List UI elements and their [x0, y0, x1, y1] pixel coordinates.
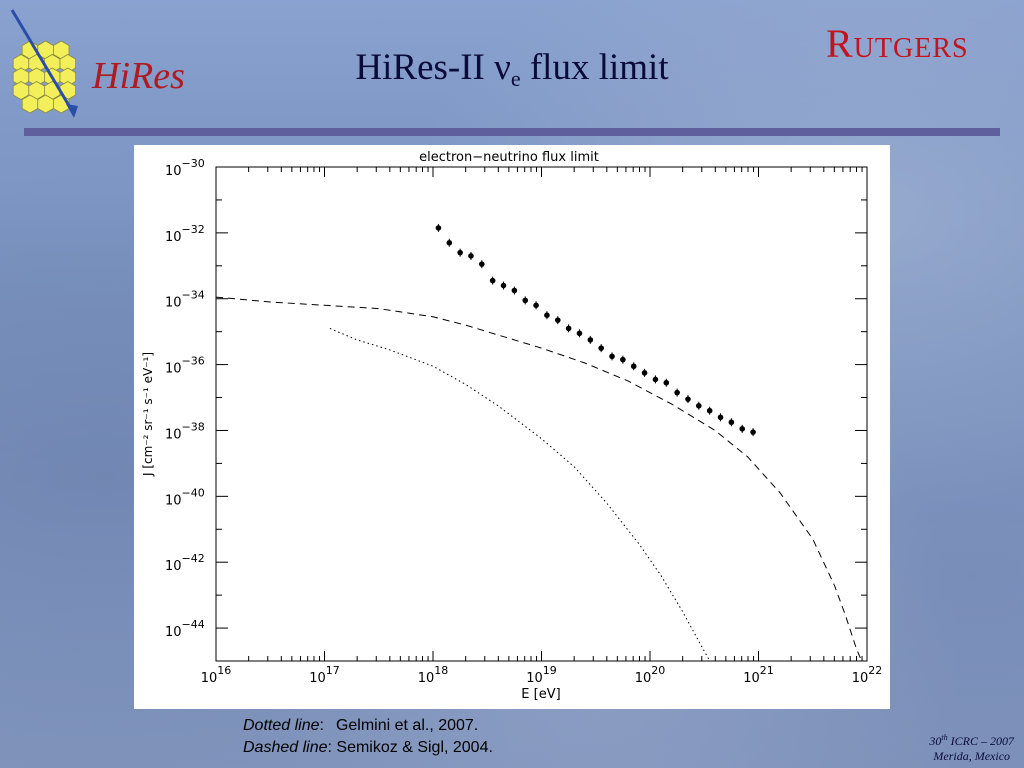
x-tick-label: 1021 — [743, 664, 774, 686]
data-point — [652, 376, 659, 383]
y-axis-label: J [cm⁻² sr⁻¹ s⁻¹ eV⁻¹] — [141, 352, 155, 477]
y-tick-label: 10−32 — [165, 223, 205, 245]
slide-title: HiRes-II νe flux limit — [0, 46, 1024, 92]
hires-logo-text: HiRes — [91, 55, 185, 97]
y-tick-label: 10−38 — [165, 420, 205, 442]
mirror-hexagon-icon — [53, 40, 70, 60]
caption-line-dotted: Dotted line: Gelmini et al., 2007. — [243, 715, 493, 737]
x-tick-label: 1018 — [418, 664, 449, 686]
y-tick-label: 10−44 — [165, 618, 205, 640]
y-tick-label: 10−42 — [165, 552, 205, 574]
mirror-hexagon-icon — [59, 67, 76, 87]
data-point — [728, 419, 735, 426]
arrow-shaft-icon — [10, 9, 76, 115]
data-points — [435, 223, 756, 437]
data-point — [468, 253, 474, 259]
footer-event-text: ICRC – 2007 — [947, 734, 1014, 748]
x-tick-label: 1017 — [309, 664, 340, 686]
title-main: HiRes-II ν — [355, 47, 511, 88]
dotted-curve — [329, 327, 716, 662]
title-divider — [24, 128, 1000, 136]
y-tick-label: 10−36 — [165, 355, 205, 377]
mirror-hexagon-icon — [59, 54, 76, 73]
data-point — [641, 370, 648, 376]
data-point — [435, 225, 442, 231]
data-point — [511, 287, 518, 294]
caption-dashed-label: Dashed line — [243, 739, 328, 756]
x-tick-label: 1020 — [635, 664, 666, 686]
y-tick-label: 10−34 — [165, 289, 205, 311]
chart-panel: electron−neutrino flux limit 1016 1017 101… — [134, 145, 890, 709]
series-lines — [215, 296, 863, 662]
data-point — [587, 337, 594, 343]
caption-dotted-sep: : — [319, 717, 324, 734]
caption-dashed-text: Semikoz & Sigl, 2004. — [331, 739, 493, 756]
data-point — [696, 402, 702, 409]
x-tick-label: 1022 — [852, 664, 883, 686]
mirror-hexagon-icon — [37, 94, 54, 114]
data-point — [522, 297, 529, 304]
title-subscript: e — [510, 66, 521, 91]
title-rest: flux limit — [520, 47, 669, 88]
dashed-curve — [215, 296, 863, 662]
y-tick-labels: 10−30 10−32 10−34 10−36 10−38 10−40 10−42 10−44 — [165, 157, 205, 640]
x-tick-label: 1016 — [201, 664, 232, 686]
footer-sup: th — [941, 733, 948, 742]
x-tick-labels: 1016 1017 1018 1019 1020 1021 1022 — [201, 664, 883, 686]
data-point — [457, 249, 463, 256]
footer-num: 30 — [929, 734, 942, 748]
data-point — [750, 429, 756, 435]
x-tick-label: 1019 — [526, 664, 557, 686]
flux-chart: electron−neutrino flux limit 10161017101… — [141, 150, 883, 702]
rutgers-logo: Rutgers — [826, 21, 969, 66]
data-point — [706, 407, 713, 414]
data-point — [446, 239, 453, 246]
plot-frame — [215, 166, 868, 662]
conference-footer: 30th ICRC – 2007 Merida, Mexico — [929, 730, 1014, 764]
data-point — [544, 312, 550, 318]
chart-caption: Dotted line: Gelmini et al., 2007. Dashed… — [243, 715, 493, 759]
y-tick-label: 10−40 — [165, 486, 205, 508]
data-point — [489, 277, 496, 284]
hires-logo: HiRes — [10, 9, 185, 118]
data-point — [576, 330, 583, 337]
data-point — [674, 389, 680, 396]
mirror-hexagon-icon — [21, 94, 39, 114]
footer-place: Merida, Mexico — [933, 749, 1011, 763]
footer-event: 30th ICRC – 2007 — [929, 730, 1014, 749]
x-axis-label: E [eV] — [521, 687, 560, 702]
axis-ticks — [215, 166, 868, 662]
caption-dashed-sep: : — [327, 739, 332, 756]
data-point — [565, 325, 572, 332]
data-point — [479, 261, 485, 267]
data-point — [685, 396, 691, 402]
data-point — [554, 317, 561, 323]
data-point — [500, 282, 507, 289]
caption-dotted-text: Gelmini et al., 2007. — [335, 717, 479, 734]
chart-title: electron−neutrino flux limit — [419, 150, 599, 165]
y-tick-label: 10−30 — [165, 157, 205, 179]
data-point — [663, 379, 670, 386]
data-point — [620, 356, 626, 363]
data-point — [609, 353, 615, 360]
data-point — [630, 363, 637, 370]
data-point — [739, 426, 746, 432]
caption-dotted-label: Dotted line — [243, 717, 320, 734]
arrow-head-icon — [66, 104, 78, 118]
data-point — [533, 302, 539, 309]
caption-line-dashed: Dashed line: Semikoz & Sigl, 2004. — [243, 737, 493, 759]
data-point — [598, 345, 604, 351]
data-point — [717, 414, 724, 421]
